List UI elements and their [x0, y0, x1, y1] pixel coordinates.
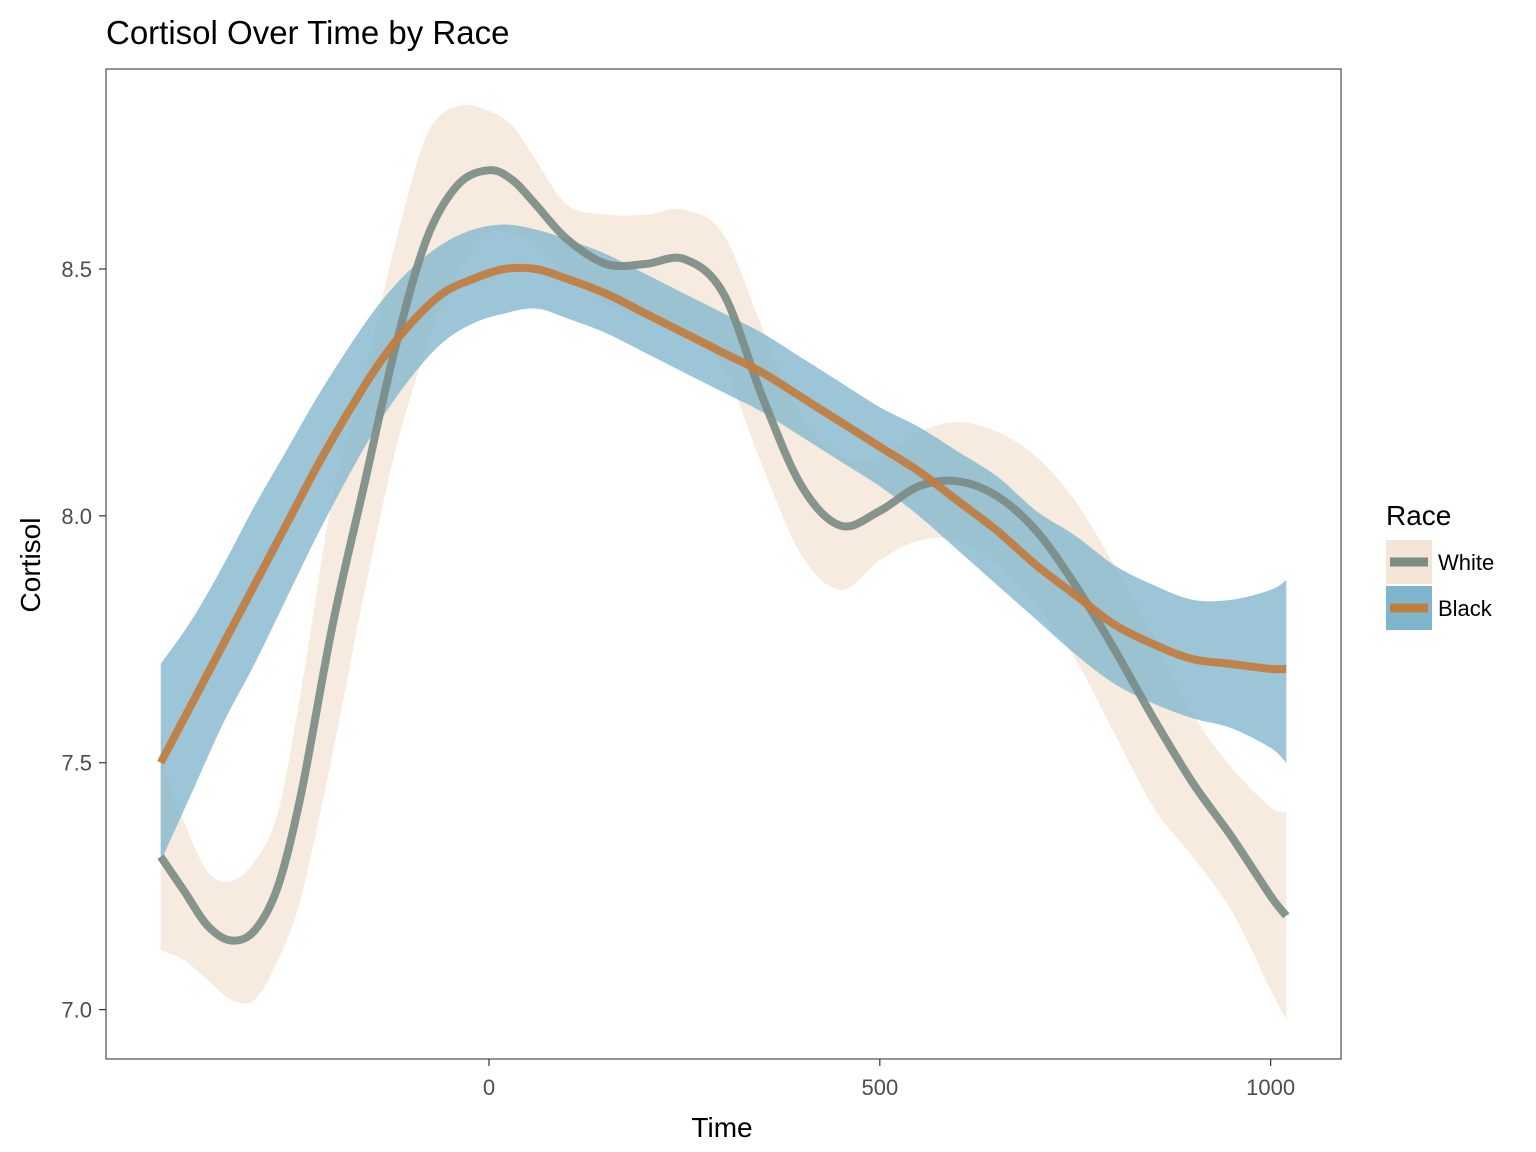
x-axis: 0 500 1000: [483, 1059, 1295, 1100]
confidence-bands: [160, 104, 1287, 1020]
x-axis-title: Time: [691, 1112, 752, 1143]
y-tick-label: 7.5: [61, 751, 92, 776]
series-lines: [157, 166, 1290, 945]
y-axis-title: Cortisol: [15, 518, 46, 613]
legend: Race White Black: [1386, 500, 1494, 630]
x-tick-label: 500: [861, 1075, 898, 1100]
y-axis: 7.0 7.5 8.0 8.5: [61, 257, 106, 1023]
x-tick-label: 0: [483, 1075, 495, 1100]
panel-border: [105, 68, 1342, 1060]
y-tick-label: 8.0: [61, 504, 92, 529]
legend-item-white: White: [1386, 540, 1494, 584]
y-tick-label: 7.0: [61, 998, 92, 1023]
chart-title: Cortisol Over Time by Race: [106, 14, 509, 51]
legend-item-black: Black: [1386, 586, 1493, 630]
y-tick-label: 8.5: [61, 257, 92, 282]
series-line-black: [157, 263, 1287, 765]
confidence-band-white: [160, 104, 1287, 1020]
legend-title: Race: [1386, 500, 1451, 531]
legend-label-white: White: [1438, 550, 1494, 575]
legend-label-black: Black: [1438, 596, 1493, 621]
x-tick-label: 1000: [1246, 1075, 1295, 1100]
